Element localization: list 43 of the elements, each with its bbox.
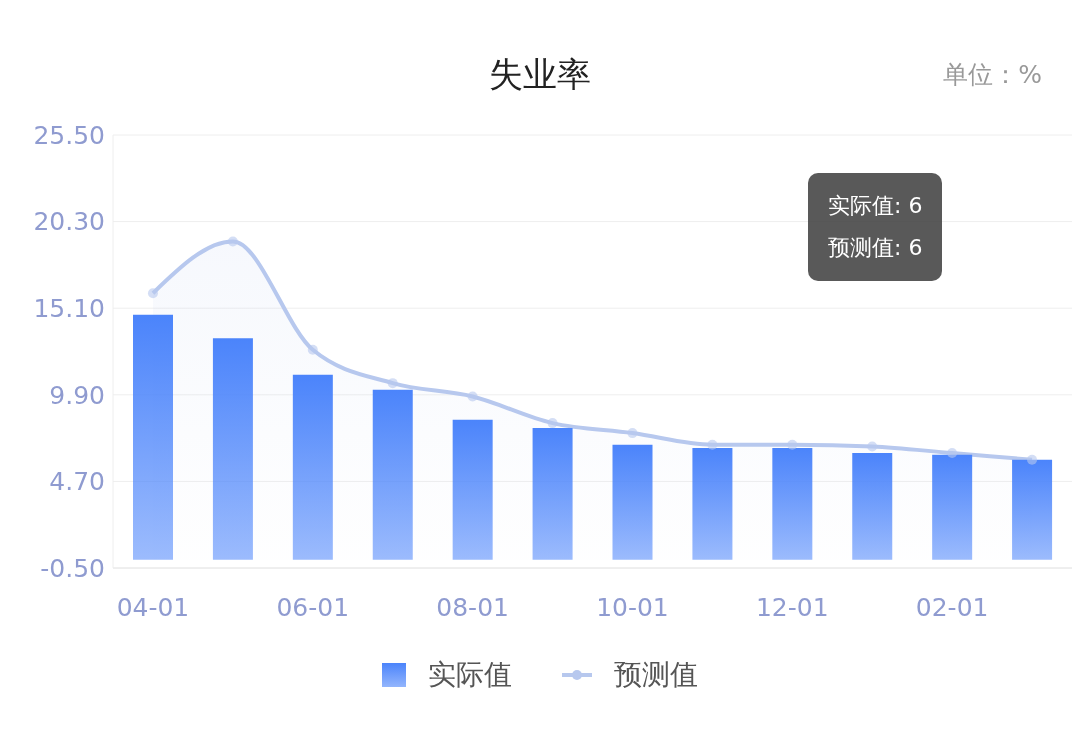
x-tick-label: 08-01	[436, 592, 509, 622]
point	[707, 439, 718, 450]
bar	[692, 448, 733, 560]
x-tick-label: 06-01	[276, 592, 350, 622]
y-tick-label: 25.50	[33, 120, 105, 150]
annotation: 实际值: 6	[828, 192, 923, 220]
bar	[772, 448, 813, 560]
point	[307, 344, 318, 355]
bar	[452, 419, 493, 560]
point	[627, 428, 638, 439]
point	[547, 418, 558, 429]
bar	[1012, 459, 1053, 560]
annotation: 预测值: 6	[828, 234, 923, 262]
bar	[212, 338, 253, 560]
bar	[133, 314, 173, 560]
point	[787, 439, 798, 450]
y-tick-label: -0.50	[40, 553, 105, 583]
bar	[532, 428, 573, 560]
point	[947, 448, 958, 459]
bar	[932, 454, 973, 560]
bar	[852, 453, 893, 560]
x-tick-label: 10-01	[596, 592, 669, 622]
point	[147, 288, 158, 299]
point	[227, 236, 238, 247]
bar	[372, 389, 413, 560]
point	[867, 441, 878, 452]
point	[387, 378, 398, 389]
legend-label: 实际值	[428, 657, 512, 693]
chart-title: 失业率	[489, 54, 591, 94]
y-tick-label: 9.90	[49, 380, 105, 410]
tooltip-box: 实际值: 6 预测值: 6	[808, 173, 943, 281]
bar	[612, 444, 653, 560]
legend-label: 预测值	[614, 657, 698, 693]
x-tick-label: 04-01	[116, 592, 190, 622]
y-tick-label: 15.10	[33, 294, 105, 324]
x-tick-label: 12-01	[755, 592, 829, 622]
point	[467, 391, 478, 402]
y-tick-label: 20.30	[33, 207, 105, 237]
x-tick-label: 02-01	[915, 592, 989, 622]
point	[1027, 454, 1038, 465]
bar	[292, 374, 333, 560]
y-tick-label: 4.70	[49, 467, 105, 497]
text: 单位：%	[943, 59, 1042, 91]
